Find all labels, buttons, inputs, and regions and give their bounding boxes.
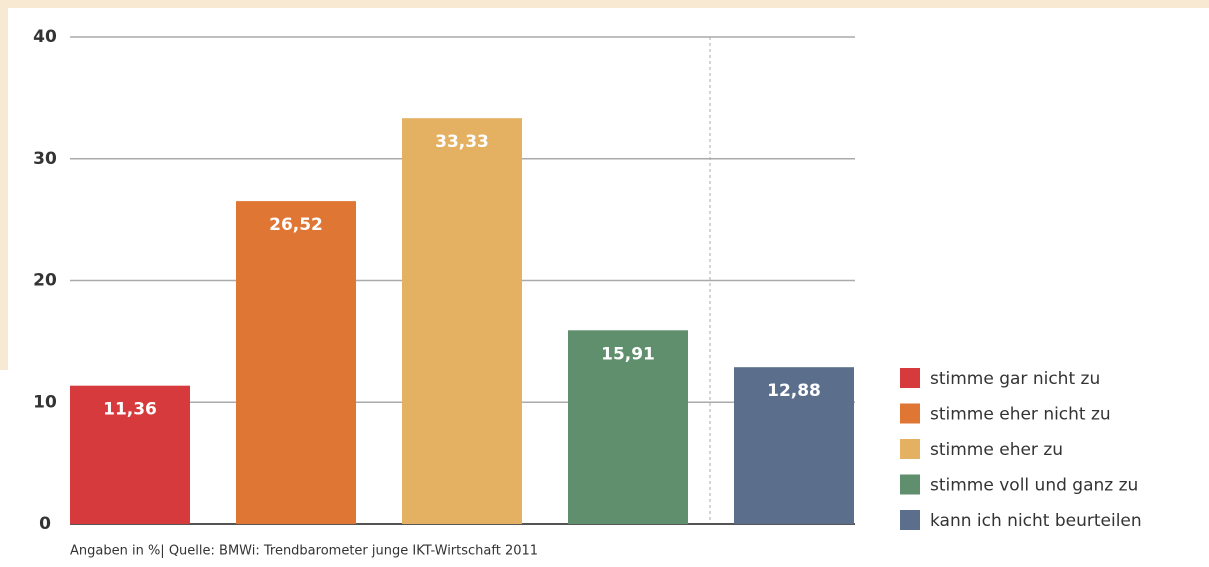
legend-label: stimme gar nicht zu <box>930 369 1100 389</box>
y-tick-label: 40 <box>33 27 57 47</box>
legend-swatch <box>900 403 920 424</box>
source-note: Angaben in %| Quelle: BMWi: Trendbaromet… <box>70 544 538 559</box>
legend-label: stimme voll und ganz zu <box>930 476 1138 496</box>
legend-swatch <box>900 474 920 495</box>
legend-label: kann ich nicht beurteilen <box>930 511 1142 531</box>
value-label: 12,88 <box>767 381 821 401</box>
bar <box>734 367 854 524</box>
y-tick-label: 20 <box>33 271 57 291</box>
legend-swatch <box>900 368 920 388</box>
bar <box>402 118 522 525</box>
legend-swatch <box>900 439 920 459</box>
frame-top <box>0 0 1209 8</box>
y-tick-label: 30 <box>33 149 57 169</box>
frame-left <box>0 0 8 370</box>
legend-swatch <box>900 510 920 530</box>
y-tick-label: 0 <box>39 514 51 534</box>
bar <box>568 330 688 524</box>
legend-label: stimme eher nicht zu <box>930 405 1111 425</box>
y-tick-label: 10 <box>33 392 57 412</box>
value-label: 33,33 <box>435 132 489 152</box>
bar <box>70 385 190 524</box>
legend-label: stimme eher zu <box>930 440 1063 460</box>
bar <box>236 201 356 524</box>
value-label: 15,91 <box>601 344 655 364</box>
value-label: 11,36 <box>103 400 157 420</box>
value-label: 26,52 <box>269 215 323 235</box>
